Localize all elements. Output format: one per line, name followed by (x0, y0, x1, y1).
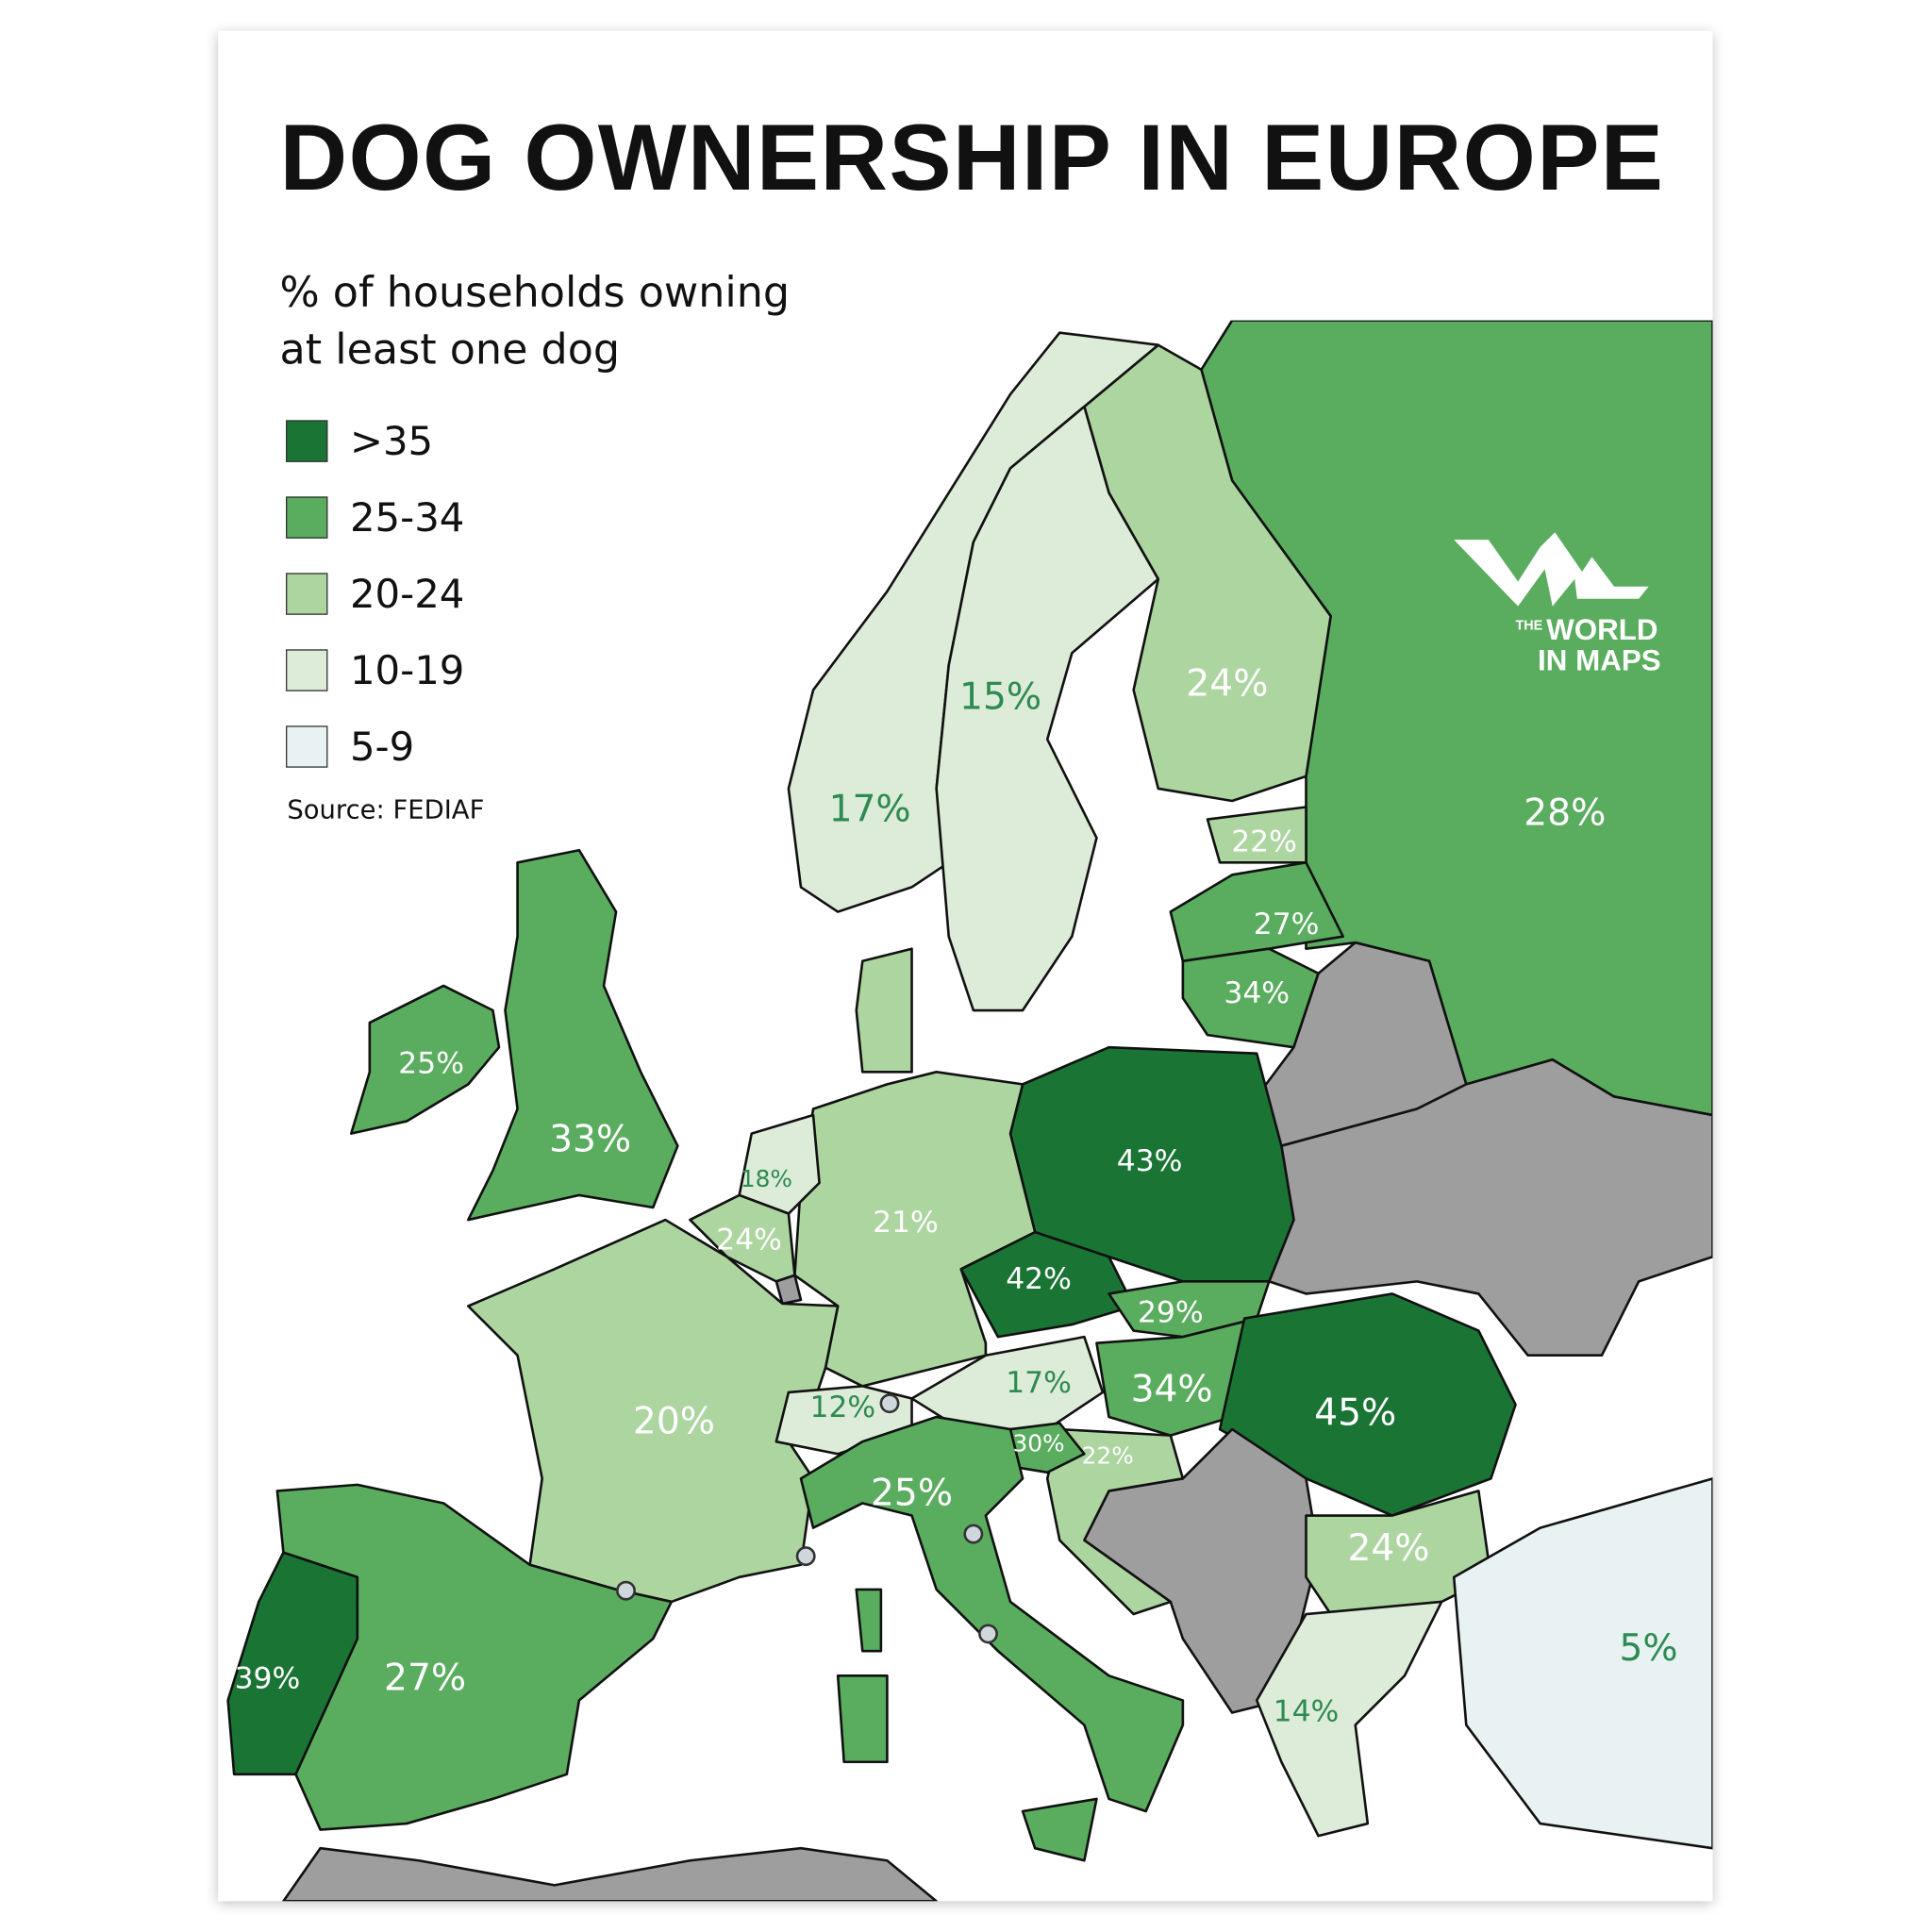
value-label-sweden: 15% (959, 675, 1042, 720)
country-italy[interactable] (799, 1415, 1185, 1813)
country-denmark[interactable] (855, 947, 913, 1074)
island-sicily (1021, 1797, 1098, 1862)
value-label-hungary: 34% (1130, 1368, 1213, 1412)
country-netherlands[interactable] (738, 1113, 821, 1215)
value-label-romania: 45% (1314, 1391, 1397, 1435)
country-croatia[interactable] (1045, 1427, 1185, 1616)
legend-swatch (286, 649, 328, 691)
value-label-uk: 33% (549, 1118, 632, 1162)
legend-swatch (286, 573, 328, 615)
country-turkey[interactable] (1452, 1477, 1713, 1850)
value-label-bulgaria: 24% (1347, 1526, 1430, 1571)
legend-label: 20-24 (349, 570, 465, 618)
value-label-greece: 14% (1273, 1693, 1340, 1729)
value-label-france: 20% (632, 1400, 715, 1444)
legend-swatch (286, 420, 328, 462)
legend-item: >35 (286, 403, 464, 479)
logo-wm-icon (1454, 532, 1649, 607)
legend-label: 5-9 (349, 723, 415, 771)
country-sweden[interactable] (935, 405, 1160, 1012)
source-note: Source: FEDIAF (287, 794, 485, 824)
value-label-finland: 24% (1186, 662, 1269, 706)
region-north-africa (282, 1846, 938, 1902)
legend-item: 25-34 (286, 479, 464, 556)
value-label-italy: 25% (870, 1472, 954, 1515)
island-corsica (855, 1588, 883, 1653)
country-luxembourg[interactable] (774, 1274, 803, 1306)
value-label-slovenia: 30% (1012, 1430, 1065, 1458)
poster: DOG OWNERSHIP IN EUROPE % of households … (218, 30, 1713, 1902)
country-france[interactable] (467, 1218, 840, 1604)
value-label-estonia: 22% (1231, 824, 1297, 859)
legend: >35 25-34 20-24 10-19 5-9 (286, 403, 464, 785)
country-portugal[interactable] (226, 1551, 359, 1776)
value-label-turkey: 5% (1619, 1626, 1678, 1671)
value-label-belgium: 24% (716, 1222, 782, 1257)
value-label-lithuania: 34% (1224, 975, 1291, 1011)
value-label-latvia: 27% (1253, 907, 1320, 941)
legend-label: 25-34 (349, 493, 465, 541)
country-uk[interactable] (467, 848, 679, 1222)
value-label-norway: 17% (828, 788, 911, 831)
value-label-slovakia: 29% (1137, 1294, 1204, 1330)
island-sardinia (836, 1674, 889, 1764)
europe-map (226, 320, 1713, 1902)
value-label-spain: 27% (384, 1657, 467, 1700)
microstate-marker (978, 1624, 998, 1644)
value-label-poland: 43% (1116, 1143, 1183, 1178)
legend-item: 5-9 (286, 708, 464, 785)
microstate-marker (963, 1524, 984, 1544)
legend-title: % of households owning at least one dog (279, 268, 791, 375)
value-label-switzerland: 12% (809, 1390, 876, 1424)
country-ireland[interactable] (349, 984, 501, 1135)
microstate-marker (879, 1393, 900, 1414)
country-germany[interactable] (793, 1071, 1037, 1388)
microstate-marker (795, 1546, 816, 1567)
value-label-austria: 17% (1006, 1365, 1072, 1400)
logo: THE WORLD IN MAPS (1454, 530, 1661, 677)
legend-swatch (286, 496, 328, 539)
value-label-croatia: 22% (1081, 1442, 1134, 1471)
logo-text: THE WORLD (1515, 613, 1658, 647)
value-label-portugal: 39% (234, 1660, 301, 1696)
legend-label: >35 (349, 417, 434, 465)
value-label-netherlands: 18% (740, 1165, 792, 1193)
value-label-russia: 28% (1524, 791, 1607, 835)
value-label-czechia: 42% (1006, 1261, 1072, 1297)
legend-item: 20-24 (286, 556, 464, 632)
microstate-marker (616, 1580, 636, 1601)
country-ukraine[interactable] (1267, 1058, 1713, 1357)
country-greece[interactable] (1255, 1600, 1443, 1838)
value-label-germany: 21% (873, 1205, 939, 1240)
legend-label: 10-19 (349, 646, 465, 694)
page-title: DOG OWNERSHIP IN EUROPE (279, 106, 1665, 211)
legend-swatch (286, 725, 328, 768)
value-label-ireland: 25% (398, 1045, 464, 1081)
logo-text: IN MAPS (1538, 644, 1661, 678)
legend-item: 10-19 (286, 632, 464, 708)
